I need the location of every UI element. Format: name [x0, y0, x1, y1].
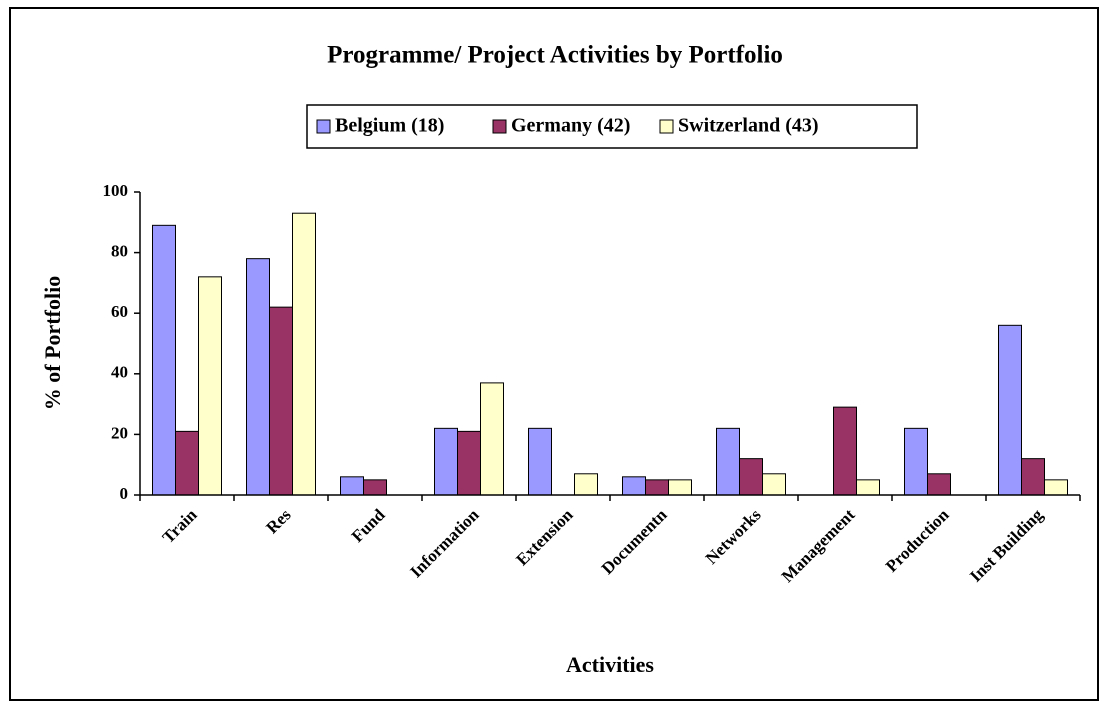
- bar: [998, 324, 1022, 496]
- bar: [434, 427, 458, 496]
- bar: [668, 479, 692, 496]
- bar: [904, 427, 928, 496]
- bar: [739, 458, 763, 496]
- y-tick-label: 80: [111, 242, 128, 261]
- bar: [528, 427, 552, 496]
- legend-swatch: [492, 119, 507, 134]
- x-axis-title: Activities: [566, 652, 654, 677]
- y-tick-label: 0: [120, 484, 129, 503]
- bar: [340, 476, 364, 496]
- bar: [622, 476, 646, 496]
- y-tick-label: 60: [111, 302, 128, 321]
- bar: [363, 479, 387, 496]
- y-axis-title: % of Portfolio: [40, 276, 65, 410]
- legend-swatch: [316, 119, 331, 134]
- bar: [269, 306, 293, 496]
- legend-label: Switzerland (43): [678, 115, 819, 137]
- y-tick-label: 40: [111, 363, 128, 382]
- bar: [927, 473, 951, 496]
- y-tick-label: 100: [103, 181, 129, 200]
- bar: [198, 276, 222, 496]
- bar: [457, 430, 481, 496]
- bar: [833, 406, 857, 496]
- legend-swatch: [659, 119, 674, 134]
- bar: [1044, 479, 1068, 496]
- y-tick-label: 20: [111, 423, 128, 442]
- bar: [480, 382, 504, 496]
- legend-label: Germany (42): [511, 115, 630, 137]
- bar: [292, 212, 316, 496]
- legend-label: Belgium (18): [335, 115, 444, 137]
- bar: [716, 427, 740, 496]
- bar: [856, 479, 880, 496]
- bar: [175, 430, 199, 496]
- bar: [1021, 458, 1045, 496]
- chart-title: Programme/ Project Activities by Portfol…: [327, 42, 783, 69]
- bar: [574, 473, 598, 496]
- bar: [246, 258, 270, 496]
- bar: [762, 473, 786, 496]
- bar: [152, 224, 176, 496]
- legend-box: [306, 104, 918, 149]
- bar: [645, 479, 669, 496]
